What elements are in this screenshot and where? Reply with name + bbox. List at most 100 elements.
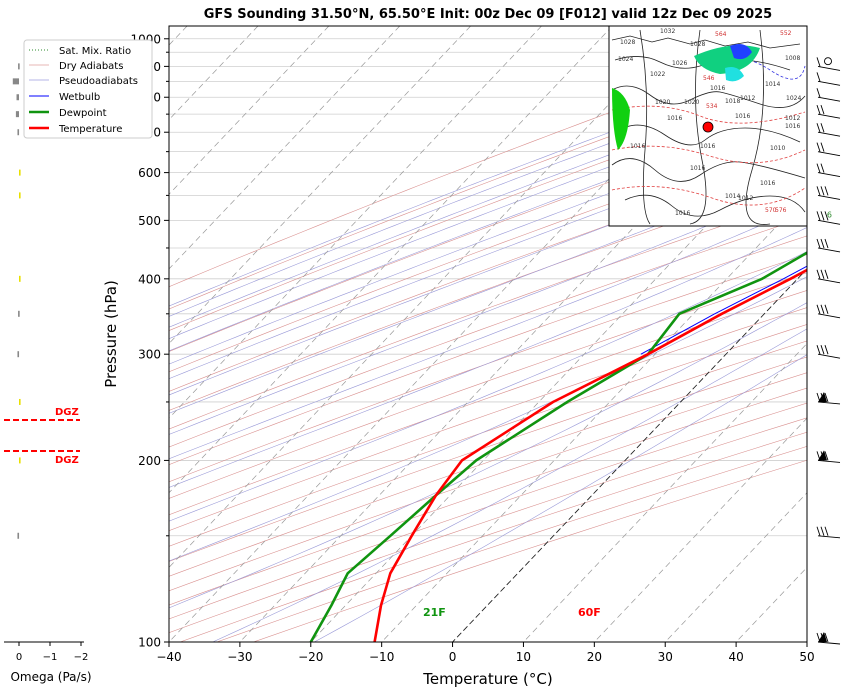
wind-barb-flag xyxy=(816,632,821,643)
omega-bar-350 xyxy=(18,310,20,317)
omega-bar-900 xyxy=(18,63,20,70)
map-label-30: 1012 xyxy=(785,115,800,122)
map-label-5: 1020 xyxy=(655,99,670,106)
omega-axis-label: Omega (Pa/s) xyxy=(10,670,91,684)
y-tick-label-100: 100 xyxy=(138,636,161,650)
legend-label-temperature: Temperature xyxy=(58,124,122,135)
pseudo-adiabat-40 xyxy=(212,328,807,642)
dry-adiabat-110 xyxy=(169,324,807,547)
map-label-16: 1016 xyxy=(675,210,690,217)
legend: Sat. Mix. Ratio Dry Adiabats Pseudoadiab… xyxy=(23,39,153,139)
omega-ticks: 0 −1 −2 xyxy=(16,642,88,663)
omega-bar-800 xyxy=(16,94,19,101)
dry-adiabat-40 xyxy=(169,196,807,430)
wind-barb-flag xyxy=(816,142,821,152)
dry-adiabat-120 xyxy=(169,340,807,562)
wind-barb-staff xyxy=(817,535,841,539)
pseudo-adiabat--16 xyxy=(169,69,807,317)
wind-barb-flag xyxy=(820,269,825,279)
grid-lines xyxy=(169,38,807,642)
pseudo-adiabat-28 xyxy=(169,251,807,522)
map-label-3: 1022 xyxy=(650,71,665,78)
dry-adiabat-60 xyxy=(169,235,807,465)
surface-temperature-label: 60F xyxy=(578,606,601,619)
dgz-upper-label: DGZ xyxy=(55,407,79,418)
omega-bar-600 xyxy=(19,169,21,176)
map-label-6: 1016 xyxy=(667,115,682,122)
wind-barb-flag xyxy=(820,163,825,173)
pseudo-adiabat-20 xyxy=(169,204,807,460)
pseudo-adiabat--8 xyxy=(169,92,807,339)
wind-barb-flag xyxy=(820,105,825,115)
series-line-temperature xyxy=(373,268,807,642)
chart-title: GFS Sounding 31.50°N, 65.50°E Init: 00z … xyxy=(204,7,772,22)
wind-barb-staff xyxy=(817,194,841,200)
wind-barb-flag xyxy=(824,451,829,461)
legend-label-dry-adiabats: Dry Adiabats xyxy=(59,61,123,72)
dry-adiabat-50 xyxy=(169,216,807,448)
wind-barb-600 xyxy=(816,163,841,178)
dry-adiabat-80 xyxy=(169,272,807,499)
isotherm--50 xyxy=(169,26,684,568)
dry-adiabat-150 xyxy=(169,387,807,606)
legend-label-wetbulb: Wetbulb xyxy=(59,92,100,103)
omega-bar-850 xyxy=(12,78,19,85)
pseudo-adiabat--12 xyxy=(169,80,807,328)
omega-bar-700 xyxy=(17,129,20,136)
y-tick-label-200: 200 xyxy=(138,454,161,468)
map-label-9: 1016 xyxy=(785,123,800,130)
wind-barb-flag xyxy=(816,186,821,196)
x-tick-label-20: 20 xyxy=(587,650,602,664)
wind-barb-550 xyxy=(816,186,841,200)
wind-barb-flag xyxy=(820,632,825,643)
isotherm-50 xyxy=(806,641,807,642)
wind-barb-staff xyxy=(817,80,841,86)
y-axis-label: Pressure (hPa) xyxy=(102,280,120,388)
wind-barb-900 xyxy=(816,57,841,71)
x-tick-label--10: −10 xyxy=(369,650,394,664)
map-label-10: 1016 xyxy=(710,85,725,92)
wind-barb-staff xyxy=(817,131,841,137)
wind-barb-flag xyxy=(816,163,821,173)
wind-barb-flag xyxy=(816,526,821,536)
omega-bar-250 xyxy=(19,398,21,405)
surface-dewpoint-label: 21F xyxy=(423,606,446,619)
omega-panel: 0 −1 −2 DGZ DGZ Omega (Pa/s) xyxy=(4,63,92,684)
wind-barb-flag xyxy=(824,526,829,536)
pseudo-adiabat--4 xyxy=(169,105,807,352)
coastline-4 xyxy=(619,124,801,146)
wind-barb-staff xyxy=(817,96,841,102)
map-label-7: 1018 xyxy=(725,98,740,105)
map-label-0: 1032 xyxy=(660,28,675,35)
wind-barb-staff xyxy=(817,172,841,178)
dgz-lower-label: DGZ xyxy=(55,455,79,466)
map-label-2: 1028 xyxy=(690,41,705,48)
map-inset-precip-blue xyxy=(730,44,752,60)
dry-adiabat--10 xyxy=(169,88,807,331)
wind-barb-250 xyxy=(816,391,841,405)
wind-barb-staff xyxy=(817,401,841,405)
coastline-5 xyxy=(611,158,806,182)
wind-barb-150 xyxy=(816,526,841,539)
omega-bars xyxy=(12,63,21,539)
coastline-7 xyxy=(639,29,651,225)
coastline-6 xyxy=(624,194,806,217)
map-label-31: 1028 xyxy=(620,39,635,46)
wind-barb-flag xyxy=(820,142,825,152)
wind-barbs xyxy=(816,57,841,645)
y-tick-label-500: 500 xyxy=(138,214,161,228)
map-label-4: 1026 xyxy=(672,60,687,67)
omega-bar-300 xyxy=(17,351,20,358)
x-tick-label-10: 10 xyxy=(516,650,531,664)
map-label-22: 564 xyxy=(715,31,727,38)
wind-barb-staff xyxy=(817,219,841,225)
map-label-23: 534 xyxy=(706,103,718,110)
map-label-14: 1016 xyxy=(760,180,775,187)
wind-barb-flag xyxy=(816,88,821,98)
wind-barb-flag xyxy=(824,345,829,355)
wind-barb-flag xyxy=(816,345,821,355)
map-label-8: 1014 xyxy=(765,81,780,88)
legend-box xyxy=(23,39,153,139)
wind-barb-flag xyxy=(816,304,821,314)
